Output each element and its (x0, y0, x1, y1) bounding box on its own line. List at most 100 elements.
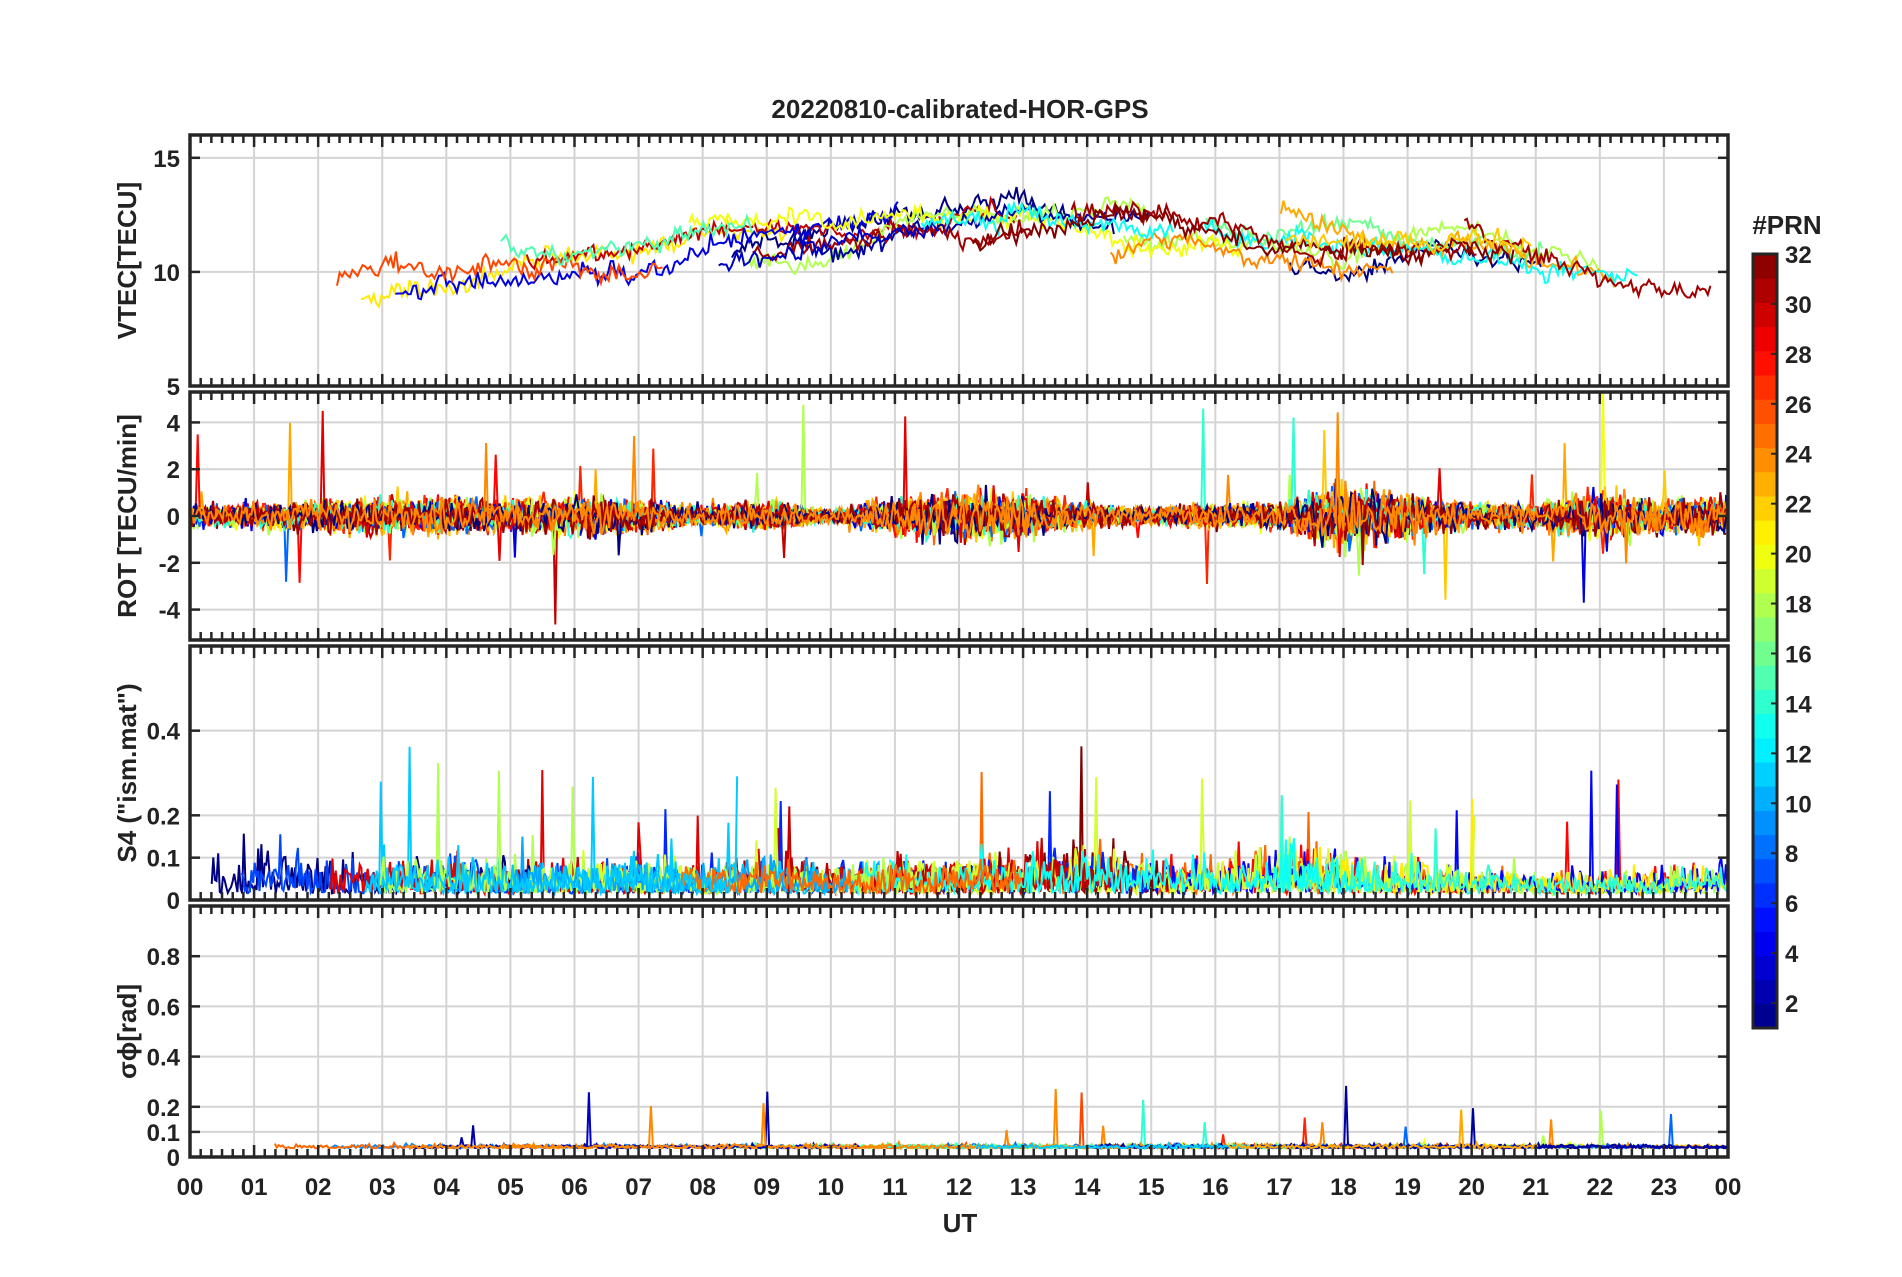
colorbar-segment (1753, 955, 1777, 981)
y-tick-label: 0.2 (147, 803, 180, 830)
colorbar-tick-label: 16 (1785, 641, 1812, 668)
colorbar-segment (1753, 1003, 1777, 1029)
x-tick-label: 23 (1651, 1174, 1678, 1201)
y-tick-label: 0.4 (147, 719, 181, 746)
y-tick-label: -2 (159, 551, 180, 578)
colorbar-segment (1753, 592, 1777, 618)
colorbar-segment (1753, 326, 1777, 352)
colorbar-segment (1753, 254, 1777, 279)
y-tick-label: 5 (167, 374, 180, 401)
colorbar-segment (1753, 520, 1777, 545)
x-tick-label: 13 (1010, 1174, 1037, 1201)
y-axis-label: σϕ[rad] (112, 984, 142, 1079)
chart-title: 20220810-calibrated-HOR-GPS (771, 94, 1148, 124)
series-line-prn-13 (920, 199, 1174, 241)
colorbar-segment (1753, 544, 1777, 570)
x-tick-label: 00 (177, 1174, 204, 1201)
y-tick-label: 4 (167, 410, 181, 437)
series-line-prn-31 (1070, 199, 1477, 269)
colorbar-tick-label: 24 (1785, 442, 1812, 469)
colorbar-tick-label: 30 (1785, 292, 1812, 319)
colorbar-segment (1753, 979, 1777, 1005)
panel-1: 5 10 15 VTEC[TECU] (112, 133, 1730, 401)
panel-traces (336, 186, 1712, 310)
x-tick-label: 14 (1074, 1174, 1101, 1201)
x-tick-label: 20 (1458, 1174, 1485, 1201)
y-tick-label: 0 (167, 888, 180, 915)
x-tick-label: 04 (433, 1174, 460, 1201)
colorbar-segment (1753, 350, 1777, 376)
x-tick-label: 01 (241, 1174, 268, 1201)
x-tick-label: 08 (689, 1174, 716, 1201)
series-line-prn-31 (190, 492, 1727, 566)
y-axis-label: S4 ("ism.mat") (112, 683, 142, 862)
x-axis-label: UT (943, 1208, 978, 1238)
colorbar-segment (1753, 568, 1777, 594)
colorbar-segment (1753, 786, 1777, 811)
y-tick-label: -4 (159, 598, 181, 625)
x-ticks (188, 906, 1730, 1157)
colorbar-label: #PRN (1752, 210, 1821, 240)
series-line-prn-24 (1109, 230, 1394, 283)
colorbar-tick-label: 18 (1785, 592, 1812, 619)
series-line-prn-18 (747, 195, 1150, 276)
x-tick-label: 21 (1522, 1174, 1549, 1201)
y-tick-label: 2 (167, 457, 180, 484)
x-tick-label: 03 (369, 1174, 396, 1201)
colorbar-tick-label: 2 (1785, 991, 1798, 1018)
x-tick-label: 02 (305, 1174, 332, 1201)
colorbar-tick-label: 28 (1785, 342, 1812, 369)
colorbar-segment (1753, 689, 1777, 715)
x-tick-label: 16 (1202, 1174, 1229, 1201)
series-line-prn-24 (499, 1088, 1166, 1150)
colorbar-tick-label: 6 (1785, 891, 1798, 918)
panel-4: 00.10.2 0.4 0.6 0.8σϕ[rad] (112, 904, 1730, 1172)
colorbar-frame (1751, 252, 1779, 1030)
series-line-prn-15 (500, 213, 753, 266)
colorbar-segment (1753, 616, 1777, 642)
x-tick-label: 15 (1138, 1174, 1165, 1201)
x-ticks (188, 646, 1730, 900)
x-tick-label: 11 (882, 1174, 907, 1201)
x-tick-label: 09 (753, 1174, 780, 1201)
y-tick-label: 0.2 (147, 1095, 180, 1122)
series-line-prn-22 (1284, 227, 1532, 257)
series-line-prn-11 (364, 776, 739, 897)
x-tick-label: 06 (561, 1174, 588, 1201)
x-ticks (188, 392, 1730, 640)
series-line-prn-11 (975, 1141, 1247, 1150)
colorbar-tick-label: 4 (1785, 941, 1799, 968)
x-tick-label: 00 (1715, 1174, 1742, 1201)
x-tick-label: 22 (1586, 1174, 1613, 1201)
colorbar-segment (1753, 665, 1777, 690)
y-tick-label: 15 (153, 146, 180, 173)
colorbar-segment (1753, 374, 1777, 400)
x-tick-label: 18 (1330, 1174, 1357, 1201)
colorbar-segment (1753, 907, 1777, 932)
panel-traces (190, 392, 1728, 625)
colorbar-segment (1753, 737, 1777, 763)
colorbar-tick-label: 12 (1785, 741, 1812, 768)
series-line-prn-25 (680, 858, 1022, 897)
x-tick-label: 05 (497, 1174, 524, 1201)
colorbar-segment (1753, 761, 1777, 787)
x-tick-label: 17 (1266, 1174, 1293, 1201)
colorbar-tick-label: 14 (1785, 691, 1812, 718)
panel-3: 0 0.1 0.2 0.4S4 ("ism.mat") (112, 644, 1730, 915)
panel-traces (210, 746, 1728, 898)
x-tick-label: 19 (1394, 1174, 1421, 1201)
y-tick-label: 0.1 (147, 846, 180, 873)
colorbar-tick-label: 20 (1785, 542, 1812, 569)
colorbar-segment (1753, 302, 1777, 328)
x-tick-label: 12 (946, 1174, 973, 1201)
colorbar-segment (1753, 931, 1777, 957)
colorbar-segment (1753, 713, 1777, 739)
x-ticks (188, 135, 1730, 386)
series-line-prn-31 (1463, 217, 1712, 300)
y-tick-label: 0.1 (147, 1120, 180, 1147)
y-tick-label: 0.6 (147, 994, 180, 1021)
colorbar-segment (1753, 447, 1777, 473)
y-tick-label: 0 (167, 1145, 180, 1172)
